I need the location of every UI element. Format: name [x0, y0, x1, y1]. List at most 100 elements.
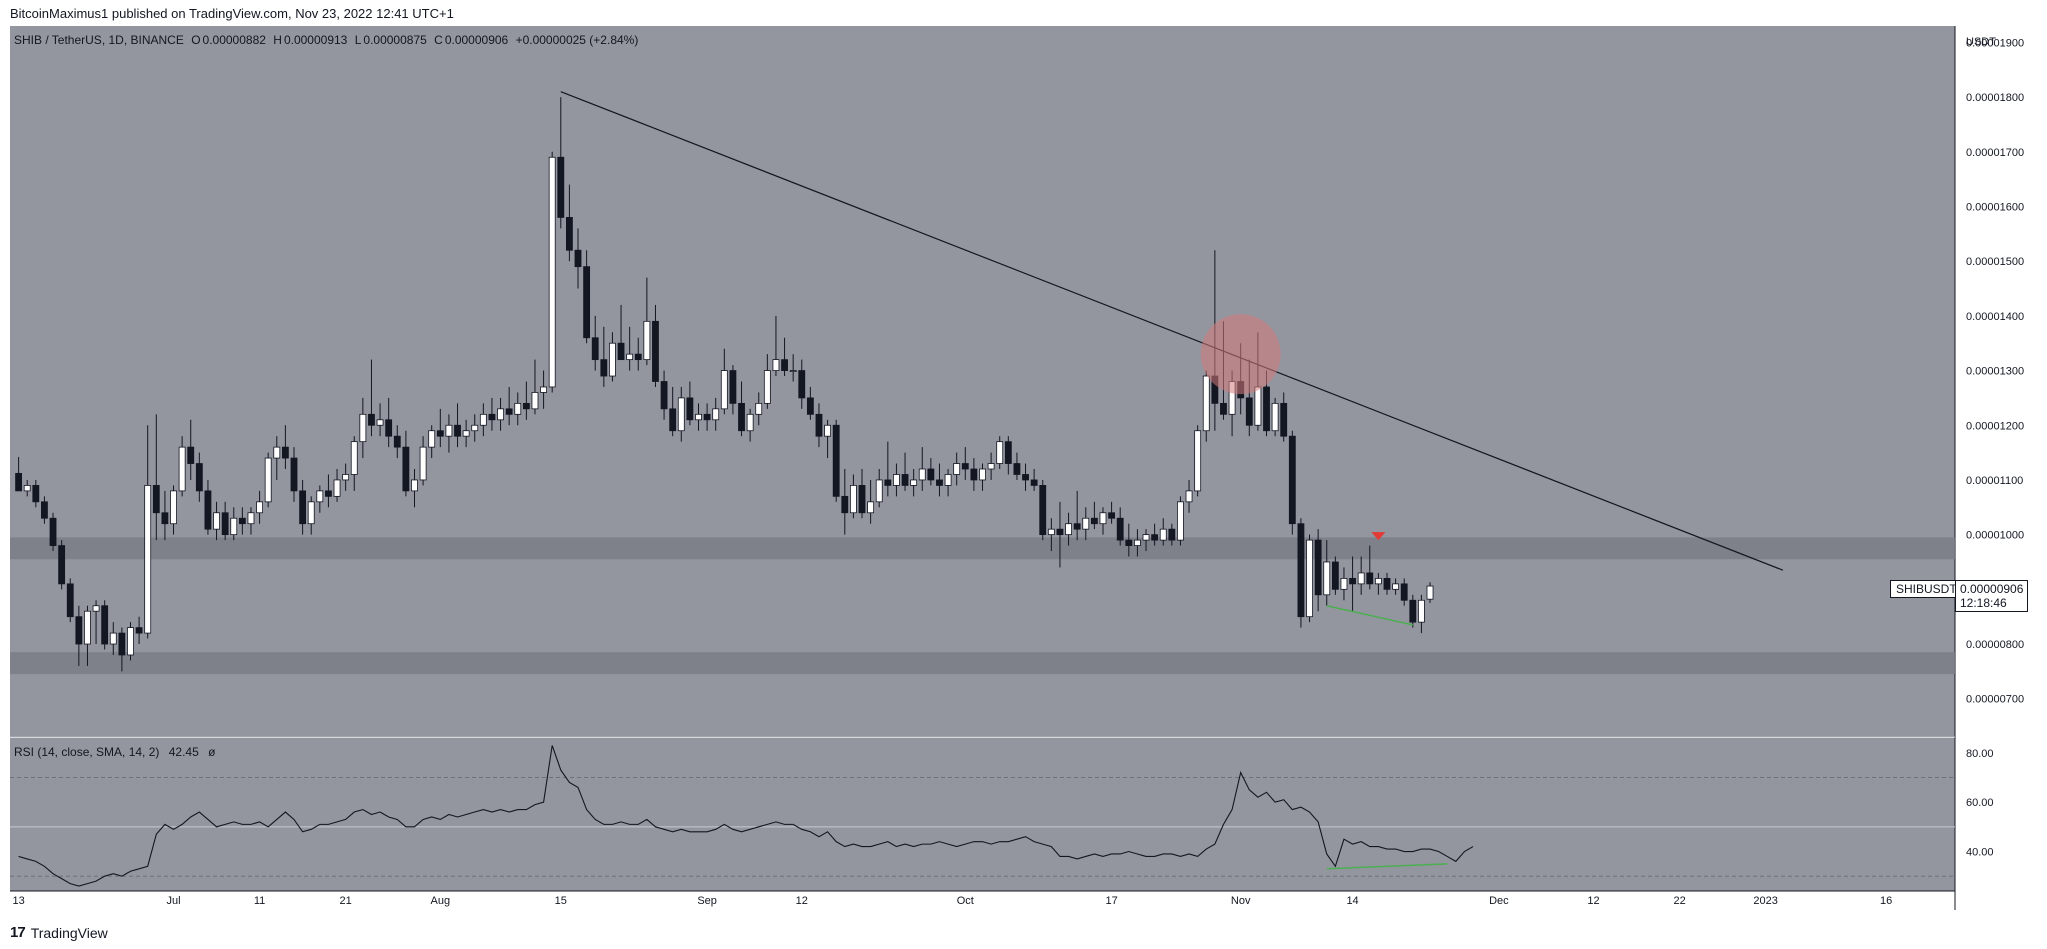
candle-down: [1297, 523, 1305, 618]
rsi-indicator-name: RSI (14, close, SMA, 14, 2): [14, 745, 160, 759]
candle-up: [471, 424, 479, 432]
candle-down: [152, 485, 160, 514]
candle-up: [910, 479, 918, 486]
candle-down: [393, 435, 401, 448]
publisher-header: BitcoinMaximus1 published on TradingView…: [10, 6, 454, 21]
open-label: O: [191, 33, 201, 47]
price-divergence-line: [1326, 605, 1413, 626]
bar-countdown: 12:18:46: [1960, 596, 2007, 610]
time-axis-tick: Oct: [957, 895, 974, 907]
candle-down: [281, 446, 289, 459]
rsi-pane-background: [10, 738, 1955, 891]
price-axis-tick: 0.00001400: [1966, 311, 2024, 323]
time-axis-tick: Sep: [697, 895, 717, 907]
candle-up: [109, 632, 117, 645]
candle-up: [247, 512, 255, 525]
candle-down: [1039, 485, 1047, 536]
time-axis-tick: 17: [1105, 895, 1117, 907]
candle-down: [961, 463, 969, 470]
candle-up: [1357, 572, 1365, 585]
candle-down: [32, 485, 40, 503]
candle-up: [307, 501, 315, 525]
candle-down: [1073, 523, 1081, 530]
rejection-circle: [1200, 314, 1281, 395]
candle-up: [1306, 539, 1313, 618]
candle-down: [686, 397, 694, 421]
candle-up: [213, 512, 220, 530]
candle-up: [996, 441, 1004, 464]
ticker-label: SHIBUSDT: [1890, 580, 1963, 598]
candle-up: [359, 413, 367, 443]
candle-down: [1409, 599, 1417, 623]
time-axis-tick: 22: [1673, 895, 1685, 907]
candle-down: [970, 468, 978, 481]
tradingview-footer[interactable]: 17 TradingView: [10, 924, 108, 941]
bearish-arrow-icon: [1371, 532, 1386, 541]
candle-up: [376, 419, 384, 426]
price-axis-tick: 0.00001600: [1966, 201, 2024, 213]
rsi-divergence-line: [1326, 863, 1448, 870]
support-zone: [10, 652, 1955, 675]
candle-up: [979, 468, 986, 481]
candle-up: [1202, 375, 1210, 432]
candle-up: [1194, 430, 1202, 492]
price-axis-tick: 0.00001500: [1966, 256, 2024, 268]
candle-down: [1108, 512, 1116, 519]
candle-up: [755, 402, 763, 415]
candle-up: [893, 474, 900, 486]
candle-down: [1288, 435, 1296, 525]
price-axis-tick: 0.00001000: [1966, 530, 2024, 542]
candle-up: [1254, 386, 1262, 426]
candle-up: [763, 370, 771, 404]
candle-down: [806, 397, 814, 415]
time-axis-tick: Dec: [1489, 895, 1509, 907]
price-pane-background: [10, 26, 1955, 737]
candle-up: [548, 156, 556, 388]
tradingview-logo-icon: 17: [10, 924, 26, 941]
change-value: +0.00000025 (+2.84%): [515, 33, 639, 47]
candle-down: [1004, 441, 1012, 464]
candle-down: [1125, 539, 1133, 546]
time-axis-tick: 12: [1587, 895, 1599, 907]
candle-down: [936, 479, 943, 486]
candle-up: [23, 485, 31, 492]
candle-down: [75, 616, 83, 645]
candle-up: [256, 501, 263, 514]
candle-up: [944, 474, 952, 486]
candle-down: [1220, 402, 1227, 415]
price-axis-tick: 0.00001100: [1966, 475, 2023, 487]
candle-up: [1271, 402, 1279, 432]
candle-up: [1142, 534, 1150, 541]
candle-down: [187, 446, 195, 464]
candle-down: [1151, 534, 1159, 541]
time-axis-tick: 12: [796, 895, 808, 907]
candle-up: [1133, 539, 1141, 546]
candle-down: [290, 457, 298, 492]
close-label: C: [434, 33, 443, 47]
candle-down: [583, 266, 591, 339]
candle-up: [350, 441, 358, 475]
candle-up: [609, 342, 616, 377]
time-axis-tick: Aug: [431, 895, 451, 907]
candle-down: [1245, 397, 1253, 426]
low-value: 0.00000875: [363, 33, 427, 47]
candle-down: [1030, 479, 1038, 486]
candle-down: [488, 413, 496, 421]
time-axis-tick: 16: [1880, 895, 1892, 907]
candle-down: [591, 337, 599, 361]
time-axis-tick: 2023: [1753, 895, 1777, 907]
candle-up: [712, 408, 720, 421]
candle-up: [1374, 577, 1382, 585]
candle-up: [497, 408, 504, 421]
candle-up: [92, 605, 100, 612]
candle-up: [170, 490, 177, 525]
candle-down: [634, 353, 642, 361]
rsi-extra: ø: [208, 745, 216, 759]
candle-up: [178, 446, 186, 492]
candle-up: [333, 479, 341, 497]
candle-down: [135, 627, 143, 634]
candle-down: [1056, 528, 1064, 536]
candle-up: [144, 485, 152, 634]
rsi-value: 42.45: [168, 745, 199, 759]
